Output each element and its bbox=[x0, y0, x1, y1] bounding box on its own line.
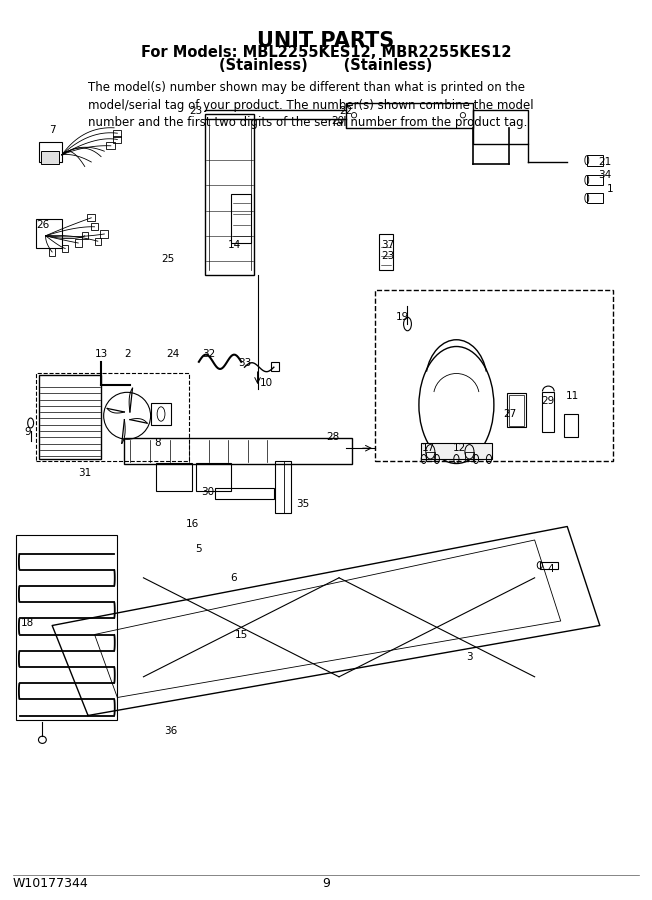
Text: 23: 23 bbox=[381, 250, 394, 261]
Bar bbox=[473, 110, 528, 144]
Bar bbox=[95, 238, 101, 245]
Text: 18: 18 bbox=[21, 617, 34, 628]
Bar bbox=[39, 375, 101, 459]
Bar bbox=[587, 175, 603, 185]
Text: The model(s) number shown may be different than what is printed on the
model/ser: The model(s) number shown may be differe… bbox=[88, 81, 533, 129]
Text: 9: 9 bbox=[24, 427, 31, 437]
Bar bbox=[421, 443, 492, 459]
Bar bbox=[271, 362, 279, 371]
Bar bbox=[100, 230, 108, 238]
Text: W10177344: W10177344 bbox=[13, 878, 89, 890]
Bar bbox=[587, 193, 603, 203]
Bar bbox=[231, 194, 251, 243]
Text: 8: 8 bbox=[155, 437, 161, 448]
Bar bbox=[113, 136, 121, 143]
Bar bbox=[507, 393, 526, 428]
Text: 13: 13 bbox=[95, 348, 108, 359]
Text: 31: 31 bbox=[78, 467, 91, 478]
Bar bbox=[16, 535, 117, 720]
Text: 28: 28 bbox=[326, 432, 339, 443]
Text: 11: 11 bbox=[566, 391, 579, 401]
Text: 27: 27 bbox=[503, 409, 516, 419]
Bar bbox=[75, 239, 82, 247]
Bar bbox=[41, 151, 59, 164]
Text: 20: 20 bbox=[331, 116, 344, 127]
Bar bbox=[151, 403, 171, 425]
Bar bbox=[275, 461, 291, 513]
Bar bbox=[87, 214, 95, 221]
Text: 7: 7 bbox=[49, 124, 55, 135]
Text: 30: 30 bbox=[201, 487, 214, 498]
Text: 34: 34 bbox=[599, 170, 612, 181]
Text: 25: 25 bbox=[162, 254, 175, 265]
Bar bbox=[106, 142, 115, 149]
Bar bbox=[540, 562, 558, 569]
Text: UNIT PARTS: UNIT PARTS bbox=[258, 31, 394, 50]
Bar bbox=[587, 155, 603, 166]
Text: 26: 26 bbox=[36, 220, 49, 230]
Bar bbox=[91, 223, 98, 230]
Text: 37: 37 bbox=[381, 239, 394, 250]
Text: 22: 22 bbox=[339, 105, 352, 116]
Bar bbox=[509, 395, 524, 426]
Bar bbox=[426, 452, 435, 461]
Text: 21: 21 bbox=[599, 157, 612, 167]
Text: 33: 33 bbox=[238, 357, 251, 368]
Bar bbox=[379, 234, 393, 270]
Bar bbox=[465, 452, 474, 461]
Text: 5: 5 bbox=[196, 544, 202, 554]
Bar bbox=[564, 414, 578, 436]
Text: 14: 14 bbox=[228, 239, 241, 250]
Bar bbox=[196, 464, 231, 490]
Text: 17: 17 bbox=[422, 443, 435, 454]
Bar bbox=[124, 438, 352, 464]
Bar bbox=[82, 232, 88, 239]
Text: 10: 10 bbox=[259, 377, 273, 388]
Bar bbox=[62, 245, 68, 252]
Text: 9: 9 bbox=[322, 878, 330, 890]
Text: 29: 29 bbox=[541, 395, 554, 406]
Text: 15: 15 bbox=[235, 629, 248, 640]
Text: For Models: MBL2255KES12, MBR2255KES12: For Models: MBL2255KES12, MBR2255KES12 bbox=[141, 45, 511, 60]
Text: 12: 12 bbox=[453, 443, 466, 454]
Bar bbox=[36, 373, 189, 461]
Text: 32: 32 bbox=[202, 348, 215, 359]
Text: 2: 2 bbox=[124, 348, 130, 359]
Bar bbox=[113, 130, 121, 137]
Bar bbox=[542, 392, 554, 432]
Text: 3: 3 bbox=[466, 652, 473, 662]
Text: 24: 24 bbox=[166, 348, 179, 359]
Bar bbox=[215, 488, 274, 499]
Text: 19: 19 bbox=[396, 311, 409, 322]
Text: 16: 16 bbox=[186, 518, 199, 529]
Bar bbox=[39, 142, 62, 162]
Text: 35: 35 bbox=[297, 499, 310, 509]
Bar bbox=[156, 464, 192, 490]
Text: 1: 1 bbox=[607, 184, 614, 194]
Text: 36: 36 bbox=[164, 725, 177, 736]
Bar bbox=[346, 103, 473, 128]
Text: 23: 23 bbox=[189, 105, 202, 116]
Bar bbox=[205, 114, 254, 274]
Text: (Stainless)       (Stainless): (Stainless) (Stainless) bbox=[219, 58, 433, 74]
Text: 4: 4 bbox=[548, 563, 554, 574]
Text: 6: 6 bbox=[230, 572, 237, 583]
Bar bbox=[36, 219, 62, 248]
Bar bbox=[49, 248, 55, 256]
Bar bbox=[375, 290, 613, 461]
